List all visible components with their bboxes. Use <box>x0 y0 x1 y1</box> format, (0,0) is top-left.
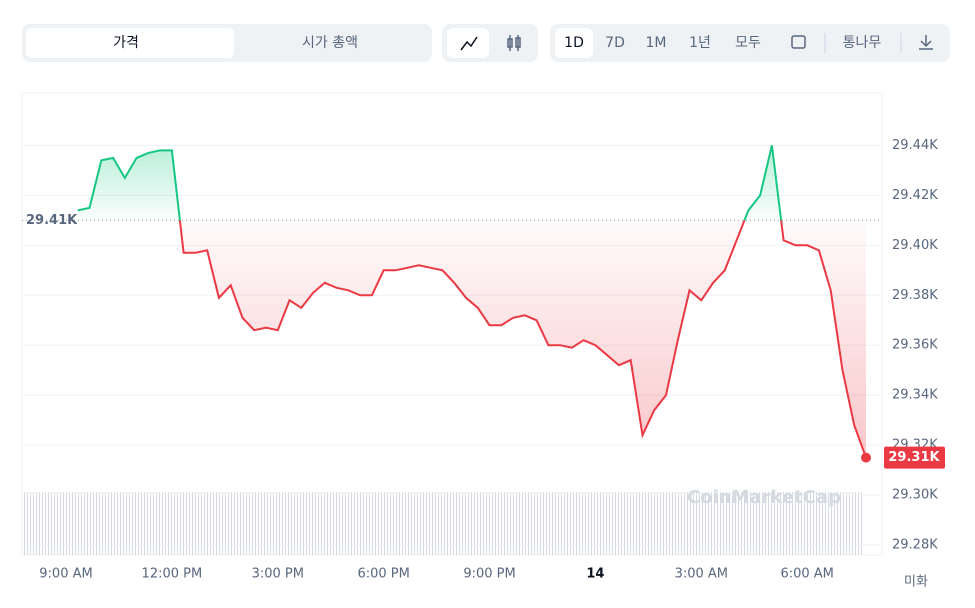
tab[interactable]: 시가 총액 <box>302 35 358 51</box>
baseline-label: 29.41K <box>26 213 78 228</box>
last-point <box>861 452 871 463</box>
calendar-icon[interactable] <box>791 35 806 49</box>
range[interactable]: 1년 <box>689 35 711 51</box>
candle-icon[interactable] <box>507 35 521 51</box>
x-tick-label: 3:00 PM <box>252 567 304 582</box>
y-tick-label: 29.42K <box>892 188 938 203</box>
y-tick-label: 29.38K <box>892 288 938 303</box>
y-tick-label: 29.30K <box>892 488 938 503</box>
range[interactable]: 1D <box>564 35 584 51</box>
watermark: CoinMarketCap <box>687 487 841 508</box>
y-tick-label: 29.36K <box>892 338 938 353</box>
tab[interactable]: 가격 <box>113 35 139 51</box>
y-tick-label: 29.34K <box>892 388 938 403</box>
x-tick-label: 12:00 PM <box>142 567 203 582</box>
x-tick-label: 9:00 PM <box>463 567 515 582</box>
plot: 29.28K29.30K29.32K29.34K29.36K29.38K29.4… <box>22 138 945 582</box>
log-toggle[interactable]: 통나무 <box>843 35 882 51</box>
y-tick-label: 29.44K <box>892 138 938 153</box>
x-tick-label: 14 <box>586 567 604 582</box>
range[interactable]: 모두 <box>735 35 761 51</box>
area-down <box>179 220 866 458</box>
range-group <box>550 24 950 62</box>
x-tick-label: 6:00 PM <box>357 567 409 582</box>
range[interactable]: 1M <box>646 35 667 51</box>
x-tick-label: 3:00 AM <box>675 567 728 582</box>
y-tick-label: 29.28K <box>892 538 938 553</box>
last-label-bg <box>884 446 945 469</box>
x-tick-label: 9:00 AM <box>39 567 92 582</box>
volume-bars <box>22 492 864 555</box>
last-label: 29.31K <box>888 450 940 465</box>
line-icon <box>460 36 478 51</box>
area-up <box>77 145 866 221</box>
range[interactable]: 7D <box>605 35 625 51</box>
tab-active[interactable] <box>26 28 234 58</box>
range-active[interactable] <box>555 28 593 58</box>
y-tick-label: 29.40K <box>892 238 938 253</box>
currency-label: 미화 <box>904 575 928 590</box>
x-tick-label: 6:00 AM <box>780 567 833 582</box>
price-line-down <box>178 220 867 458</box>
download-icon[interactable] <box>919 35 933 50</box>
